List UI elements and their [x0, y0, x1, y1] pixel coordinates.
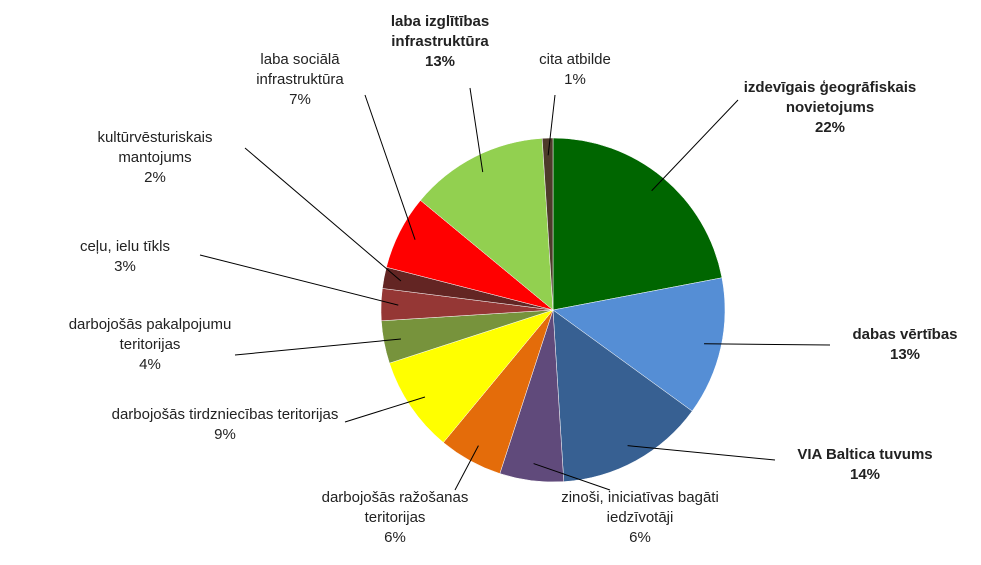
slice-label: cita atbilde 1% — [515, 50, 635, 90]
category-name: darbojošās pakalpojumu teritorijas — [68, 316, 232, 353]
leader-line — [533, 463, 611, 491]
category-name: darbojošās tirdzniecības teritorijas — [111, 406, 339, 423]
value-label: 4% — [139, 356, 161, 373]
pie-slice — [552, 277, 726, 412]
leader-line — [651, 99, 739, 192]
slice-label: VIA Baltica tuvums 14% — [765, 445, 965, 485]
leader-line — [199, 254, 399, 306]
slice-label: darbojošās pakalpojumu teritorijas 4% — [50, 315, 250, 375]
category-name: darbojošās ražošanas teritorijas — [321, 489, 469, 526]
value-label: 3% — [114, 258, 136, 275]
category-name: zinoši, iniciatīvas bagāti iedzīvotāji — [561, 489, 719, 526]
category-name: VIA Baltica tuvums — [797, 446, 933, 463]
leader-line — [454, 445, 479, 491]
value-label: 13% — [424, 53, 456, 70]
category-name: laba sociālā infrastruktūra — [256, 51, 344, 88]
slice-label: izdevīgais ģeogrāfiskais novietojums 22% — [720, 78, 940, 138]
value-label: 1% — [564, 71, 586, 88]
leader-line — [469, 87, 484, 173]
slice-label: kultūrvēsturiskais mantojums 2% — [65, 128, 245, 188]
pie-slice — [552, 137, 723, 311]
slice-label: laba sociālā infrastruktūra 7% — [230, 50, 370, 110]
leader-line — [234, 338, 401, 356]
pie-slice — [420, 138, 554, 311]
slice-label: darbojošās tirdzniecības teritorijas 9% — [100, 405, 350, 445]
value-label: 13% — [889, 346, 921, 363]
category-name: laba izglītības infrastruktūra — [390, 13, 490, 50]
value-label: 22% — [814, 119, 846, 136]
category-name: izdevīgais ģeogrāfiskais novietojums — [743, 79, 917, 116]
value-label: 7% — [289, 91, 311, 108]
leader-line — [547, 94, 556, 156]
category-name: ceļu, ielu tīkls — [79, 238, 171, 255]
leader-line — [704, 343, 831, 346]
slice-label: dabas vērtības 13% — [825, 325, 981, 365]
value-label: 9% — [214, 426, 236, 443]
slice-label: laba izglītības infrastruktūra 13% — [360, 12, 520, 72]
leader-line — [344, 396, 426, 423]
leader-line — [244, 147, 402, 282]
pie-slice — [389, 309, 554, 443]
value-label: 6% — [384, 529, 406, 546]
value-label: 2% — [144, 169, 166, 186]
leader-line — [627, 445, 776, 461]
slice-label: zinoši, iniciatīvas bagāti iedzīvotāji 6% — [540, 488, 740, 548]
value-label: 6% — [629, 529, 651, 546]
pie-slice — [552, 309, 693, 482]
category-name: dabas vērtības — [852, 326, 958, 343]
category-name: cita atbilde — [539, 51, 611, 68]
value-label: 14% — [849, 466, 881, 483]
category-name: kultūrvēsturiskais mantojums — [97, 129, 213, 166]
slice-label: darbojošās ražošanas teritorijas 6% — [305, 488, 485, 548]
pie-slice — [541, 137, 554, 311]
leader-line — [364, 94, 416, 240]
slice-label: ceļu, ielu tīkls 3% — [50, 237, 200, 277]
